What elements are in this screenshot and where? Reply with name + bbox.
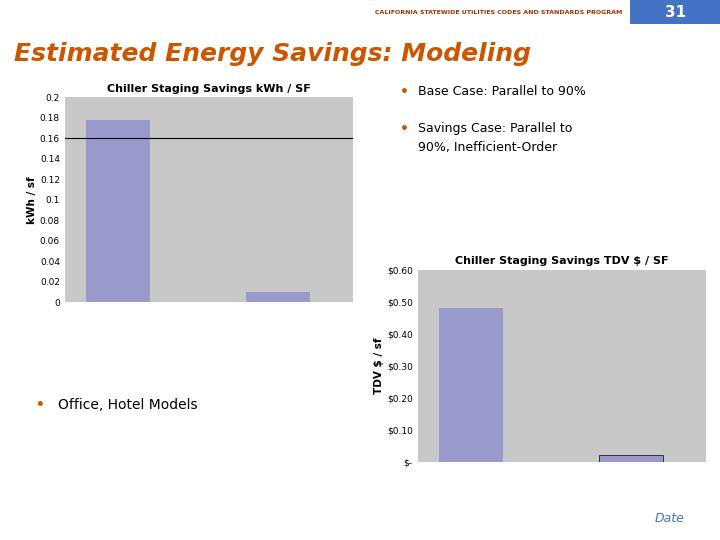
Bar: [86, 120, 150, 302]
Text: Base Case: Parallel to 90%: Base Case: Parallel to 90%: [418, 85, 585, 98]
Text: Office, Hotel Models: Office, Hotel Models: [58, 398, 197, 412]
Text: 31: 31: [665, 5, 686, 19]
Text: •: •: [400, 122, 408, 136]
Title: Chiller Staging Savings TDV $ / SF: Chiller Staging Savings TDV $ / SF: [455, 256, 668, 266]
Text: Date: Date: [654, 512, 685, 525]
FancyBboxPatch shape: [630, 0, 720, 24]
Y-axis label: TDV $ / sf: TDV $ / sf: [374, 338, 384, 394]
Bar: [246, 292, 310, 302]
Title: Chiller Staging Savings kWh / SF: Chiller Staging Savings kWh / SF: [107, 84, 310, 93]
Text: •: •: [36, 398, 45, 412]
Text: Estimated Energy Savings: Modeling: Estimated Energy Savings: Modeling: [14, 42, 531, 66]
Bar: [439, 308, 503, 462]
Text: 90%, Inefficient-Order: 90%, Inefficient-Order: [418, 140, 557, 153]
Y-axis label: kWh / sf: kWh / sf: [27, 176, 37, 224]
Text: Savings Case: Parallel to: Savings Case: Parallel to: [418, 122, 572, 134]
Bar: [599, 455, 663, 462]
Bar: [599, 455, 663, 462]
Text: CALIFORNIA STATEWIDE UTILITIES CODES AND STANDARDS PROGRAM: CALIFORNIA STATEWIDE UTILITIES CODES AND…: [375, 10, 623, 15]
Text: •: •: [400, 85, 408, 98]
